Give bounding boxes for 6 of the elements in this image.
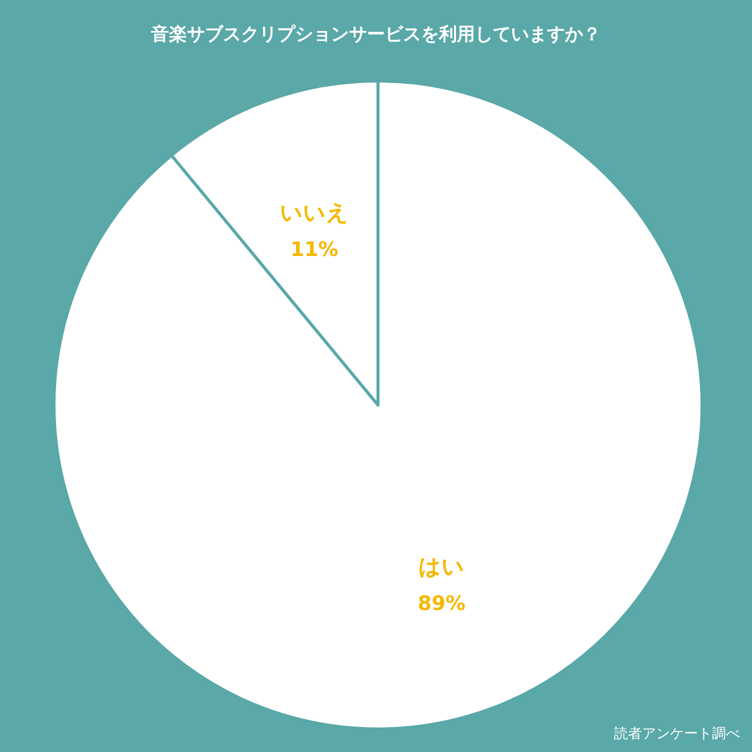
slice-label: はい [418, 554, 465, 580]
slice-label: いいえ [280, 201, 349, 226]
chart-title: 音楽サブスクリプションサービスを利用していますか？ [150, 24, 601, 45]
text: 読者アンケート調べ [614, 726, 740, 742]
data-label: 11% [290, 237, 338, 262]
data-label: 89% [418, 590, 466, 615]
